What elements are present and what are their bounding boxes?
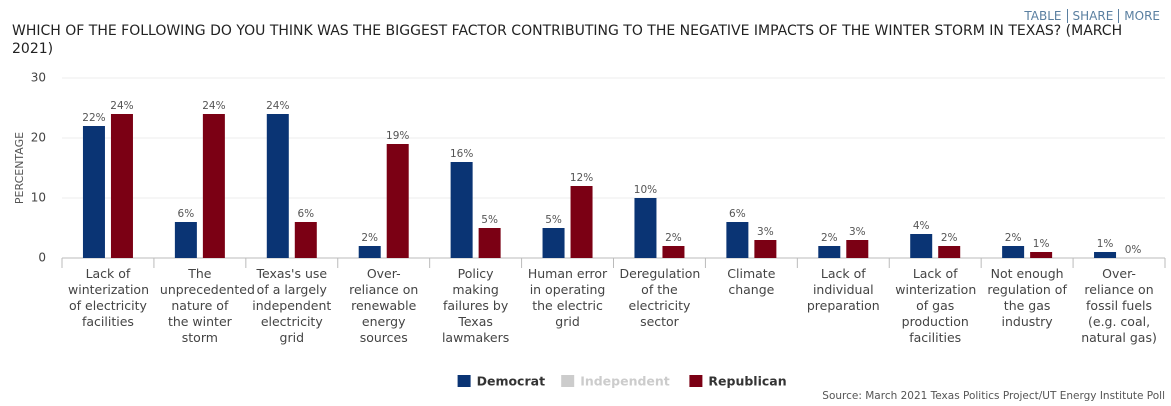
y-tick-label: 0 — [38, 251, 46, 265]
y-tick-label: 30 — [31, 71, 46, 85]
data-label: 2% — [665, 232, 682, 244]
data-label: 5% — [545, 214, 562, 226]
chart-title: WHICH OF THE FOLLOWING DO YOU THINK WAS … — [12, 23, 1123, 57]
bar — [386, 144, 409, 258]
data-label: 24% — [202, 100, 225, 112]
link[interactable]: MORE — [1118, 9, 1165, 23]
link[interactable]: TABLE — [1024, 9, 1062, 23]
bar — [662, 246, 685, 258]
x-tick-label: Deregulation of the electricity sector — [619, 266, 701, 329]
data-label: 5% — [481, 214, 498, 226]
data-label: 1% — [1097, 238, 1114, 250]
bar — [634, 198, 657, 258]
bar — [478, 228, 501, 258]
data-label: 19% — [386, 130, 409, 142]
x-tick-label: Over-reliance on fossil fuels (e.g. coal… — [1081, 266, 1157, 345]
bar — [266, 114, 289, 258]
header-links: TABLE SHARE MORE — [1019, 9, 1165, 23]
data-label: 4% — [913, 220, 930, 232]
bar — [174, 222, 197, 258]
bar — [570, 186, 593, 258]
legend-label: Republican — [708, 374, 786, 389]
legend-swatch — [689, 375, 703, 387]
y-axis-label: PERCENTAGE — [13, 132, 26, 204]
y-tick-label: 10 — [31, 191, 46, 205]
bar — [294, 222, 317, 258]
data-label: 22% — [82, 112, 105, 124]
bar — [542, 228, 565, 258]
source: Source: March 2021 Texas Politics Projec… — [822, 390, 1165, 402]
bar — [358, 246, 381, 258]
x-tick-label: Climate change — [727, 266, 776, 297]
data-label: 6% — [729, 208, 746, 220]
y-tick-label: 20 — [31, 131, 46, 145]
bar — [110, 114, 133, 258]
link[interactable]: SHARE — [1066, 9, 1119, 23]
x-tick-label: Lack of individual preparation — [806, 266, 880, 313]
data-label: 1% — [1033, 238, 1050, 250]
bar — [726, 222, 749, 258]
x-tick-label: Human error in operating the electric gr… — [527, 266, 608, 329]
data-label: 2% — [1005, 232, 1022, 244]
data-label: 12% — [570, 172, 593, 184]
data-label: 3% — [849, 226, 866, 238]
x-tick-label: Texas's use of a largely independent ele… — [252, 266, 332, 345]
data-label: 2% — [361, 232, 378, 244]
data-label: 10% — [634, 184, 657, 196]
data-label: 0% — [1125, 244, 1142, 256]
legend-swatch — [561, 375, 575, 387]
data-label: 2% — [821, 232, 838, 244]
bar — [938, 246, 961, 258]
x-tick-label: Lack of winterization of gas production … — [895, 266, 977, 345]
data-label: 6% — [297, 208, 314, 220]
bar — [818, 246, 841, 258]
bar — [1002, 246, 1025, 258]
legend-swatch — [457, 375, 471, 387]
x-tick-label: Policy making failures by Texas lawmaker… — [441, 266, 510, 345]
data-label: 24% — [266, 100, 289, 112]
bar — [910, 234, 933, 258]
legend-label: Independent — [580, 374, 670, 389]
data-label: 3% — [757, 226, 774, 238]
data-label: 2% — [941, 232, 958, 244]
data-label: 6% — [178, 208, 195, 220]
legend-label: Democrat — [477, 374, 545, 389]
bar — [450, 162, 473, 258]
bar — [846, 240, 869, 258]
bar — [1094, 252, 1117, 258]
bar — [202, 114, 225, 258]
bar — [754, 240, 777, 258]
x-tick-label: Over-reliance on renewable energy source… — [349, 266, 419, 345]
bar — [1030, 252, 1053, 258]
x-tick-label: Not enough regulation of the gas industr… — [987, 266, 1067, 329]
data-label: 24% — [110, 100, 133, 112]
x-tick-label: Lack of winterization of electricity fac… — [68, 266, 149, 329]
data-label: 16% — [450, 148, 473, 160]
bar — [82, 126, 105, 258]
x-tick-label: The unprecedented nature of the winter s… — [159, 266, 255, 345]
